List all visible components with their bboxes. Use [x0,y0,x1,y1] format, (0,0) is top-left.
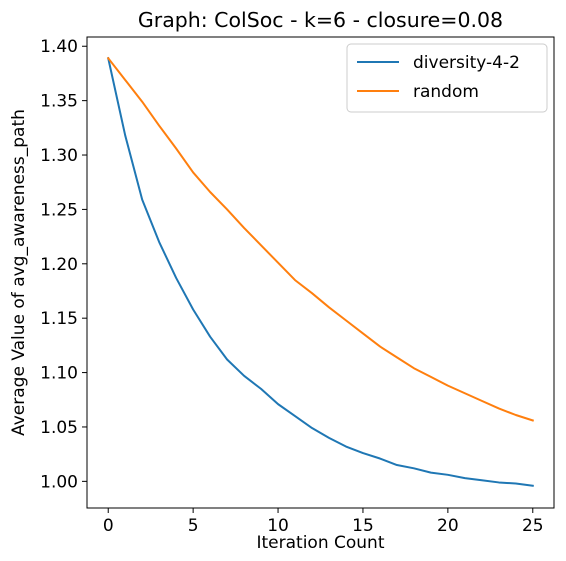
x-tick-label: 15 [352,516,374,536]
y-tick-label: 1.30 [40,146,78,166]
legend-label-diversity: diversity-4-2 [413,53,520,73]
y-axis-label: Average Value of avg_awareness_path [9,109,29,436]
series-line-random [106,56,535,422]
y-tick-label: 1.00 [40,472,78,492]
x-axis-label: Iteration Count [257,533,385,553]
y-tick-label: 1.15 [40,309,78,329]
chart-title: Graph: ColSoc - k=6 - closure=0.08 [138,8,503,32]
y-tick-label: 1.40 [40,37,78,57]
plot-area [87,37,554,508]
x-tick-label: 25 [522,516,544,536]
x-tick-label: 20 [437,516,459,536]
y-axis-ticks: 1.00 1.05 1.10 1.15 1.20 1.25 1.30 1.35 1.40 [40,37,87,492]
x-axis-ticks: 0 5 10 15 20 25 [103,508,544,536]
x-tick-label: 0 [103,516,114,536]
series-layer [106,56,535,487]
y-tick-label: 1.25 [40,200,78,220]
y-tick-label: 1.10 [40,364,78,384]
legend-label-random: random [413,82,479,102]
y-tick-label: 1.20 [40,255,78,275]
series-line-diversity [107,57,534,487]
x-tick-label: 5 [188,516,199,536]
legend: diversity-4-2 random [346,43,548,113]
x-tick-label: 10 [267,516,289,536]
plot-frame [86,36,555,509]
y-tick-label: 1.35 [40,92,78,112]
y-tick-label: 1.05 [40,418,78,438]
